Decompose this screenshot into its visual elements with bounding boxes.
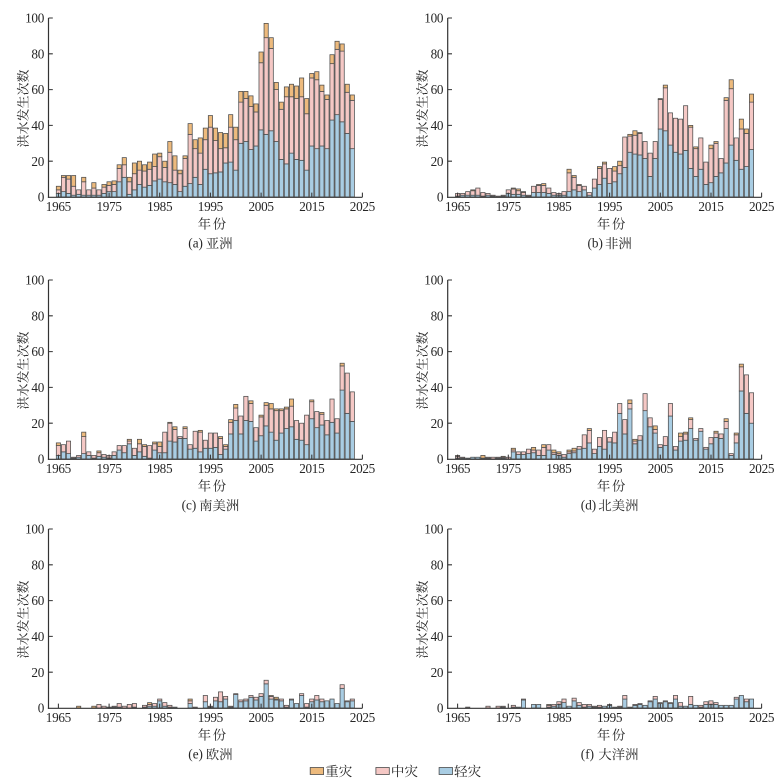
svg-text:2015: 2015	[698, 199, 724, 214]
svg-text:40: 40	[431, 118, 444, 133]
svg-text:1975: 1975	[496, 710, 522, 725]
svg-text:2005: 2005	[648, 199, 674, 214]
svg-text:0: 0	[437, 701, 444, 716]
svg-text:1975: 1975	[496, 461, 522, 476]
svg-text:100: 100	[25, 11, 45, 26]
svg-text:(b): (b)	[588, 235, 603, 250]
svg-text:80: 80	[431, 308, 444, 323]
svg-text:80: 80	[431, 557, 444, 572]
svg-text:2025: 2025	[749, 710, 775, 725]
svg-text:80: 80	[31, 46, 44, 61]
svg-text:2005: 2005	[249, 199, 275, 214]
svg-text:1965: 1965	[445, 710, 471, 725]
svg-text:60: 60	[31, 344, 44, 359]
svg-text:(d): (d)	[581, 497, 596, 512]
svg-text:80: 80	[431, 46, 444, 61]
svg-text:1985: 1985	[147, 199, 173, 214]
svg-text:1965: 1965	[445, 461, 471, 476]
svg-text:1995: 1995	[597, 461, 623, 476]
svg-text:1975: 1975	[97, 710, 123, 725]
svg-text:20: 20	[31, 665, 44, 680]
svg-text:80: 80	[31, 308, 44, 323]
svg-text:2025: 2025	[350, 199, 376, 214]
svg-text:1975: 1975	[496, 199, 522, 214]
svg-text:40: 40	[31, 380, 44, 395]
svg-text:100: 100	[424, 522, 444, 537]
svg-text:(e): (e)	[188, 746, 203, 761]
svg-text:(a): (a)	[188, 235, 203, 250]
svg-text:0: 0	[38, 452, 45, 467]
svg-text:2005: 2005	[648, 461, 674, 476]
svg-text:1985: 1985	[546, 461, 572, 476]
svg-text:2025: 2025	[749, 461, 775, 476]
svg-text:100: 100	[424, 273, 444, 288]
svg-text:0: 0	[38, 701, 45, 716]
svg-text:2015: 2015	[698, 710, 724, 725]
svg-text:2005: 2005	[249, 461, 275, 476]
svg-text:0: 0	[437, 452, 444, 467]
svg-text:60: 60	[431, 593, 444, 608]
svg-text:2015: 2015	[299, 710, 325, 725]
svg-text:(f): (f)	[581, 746, 594, 761]
svg-text:1985: 1985	[147, 461, 173, 476]
svg-text:0: 0	[38, 190, 45, 205]
svg-text:20: 20	[431, 665, 444, 680]
svg-text:1975: 1975	[97, 199, 123, 214]
svg-text:2025: 2025	[350, 461, 376, 476]
svg-text:1985: 1985	[147, 710, 173, 725]
svg-text:1995: 1995	[198, 461, 224, 476]
svg-text:2025: 2025	[749, 199, 775, 214]
svg-text:100: 100	[25, 273, 45, 288]
svg-text:1995: 1995	[198, 199, 224, 214]
svg-text:1965: 1965	[445, 199, 471, 214]
svg-text:2025: 2025	[350, 710, 376, 725]
svg-text:20: 20	[431, 154, 444, 169]
svg-text:1975: 1975	[97, 461, 123, 476]
svg-text:2005: 2005	[249, 710, 275, 725]
svg-text:40: 40	[31, 118, 44, 133]
svg-text:1985: 1985	[546, 710, 572, 725]
svg-text:60: 60	[431, 344, 444, 359]
svg-text:20: 20	[31, 416, 44, 431]
svg-text:100: 100	[25, 522, 45, 537]
svg-text:60: 60	[431, 82, 444, 97]
svg-text:60: 60	[31, 593, 44, 608]
svg-text:40: 40	[431, 629, 444, 644]
svg-text:20: 20	[431, 416, 444, 431]
svg-text:1965: 1965	[46, 710, 72, 725]
svg-text:2015: 2015	[299, 199, 325, 214]
svg-text:80: 80	[31, 557, 44, 572]
svg-text:2015: 2015	[698, 461, 724, 476]
svg-text:(c): (c)	[182, 497, 197, 512]
svg-text:1995: 1995	[198, 710, 224, 725]
svg-text:40: 40	[431, 380, 444, 395]
svg-text:60: 60	[31, 82, 44, 97]
svg-text:1985: 1985	[546, 199, 572, 214]
svg-text:2015: 2015	[299, 461, 325, 476]
svg-text:40: 40	[31, 629, 44, 644]
svg-text:20: 20	[31, 154, 44, 169]
svg-text:1965: 1965	[46, 199, 72, 214]
svg-text:0: 0	[437, 190, 444, 205]
svg-text:1995: 1995	[597, 710, 623, 725]
svg-text:100: 100	[424, 11, 444, 26]
svg-text:1965: 1965	[46, 461, 72, 476]
svg-text:1995: 1995	[597, 199, 623, 214]
svg-text:2005: 2005	[648, 710, 674, 725]
